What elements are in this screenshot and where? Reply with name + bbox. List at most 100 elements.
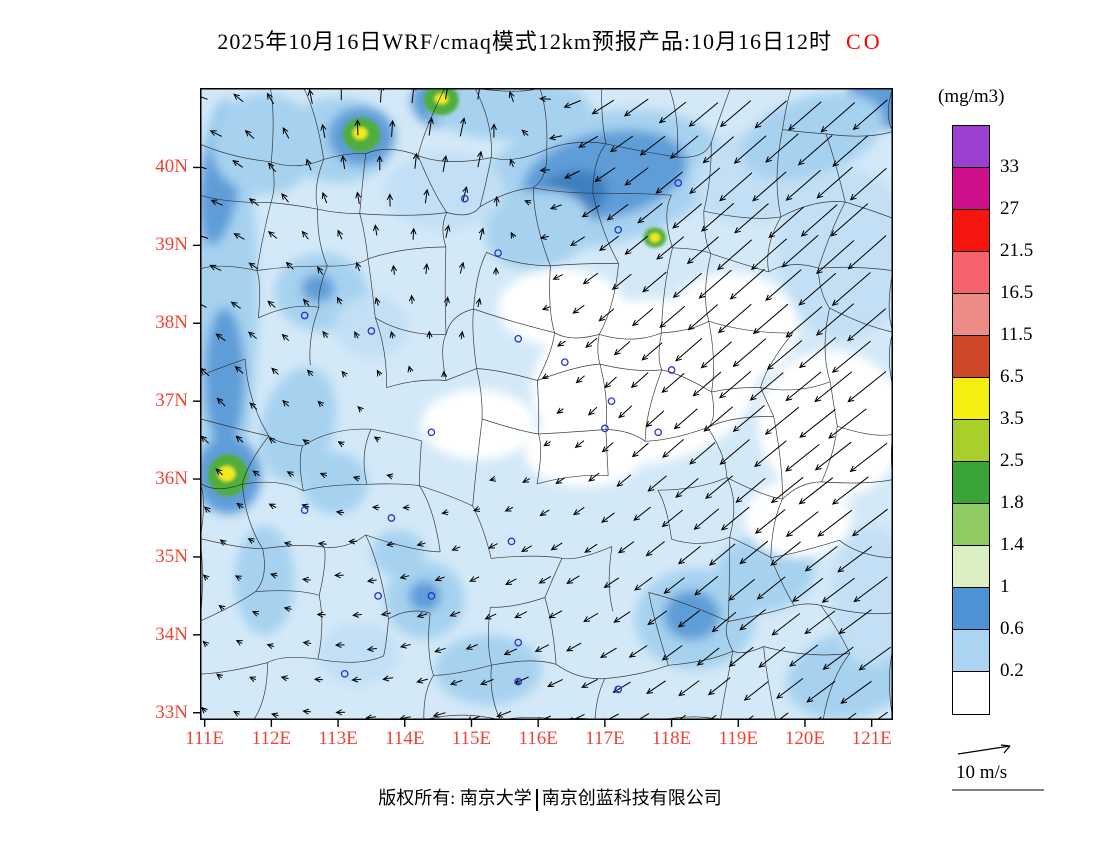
wind-arrow bbox=[849, 442, 888, 473]
wind-arrow bbox=[624, 235, 648, 255]
wind-arrow bbox=[337, 229, 344, 240]
wind-arrow bbox=[853, 576, 888, 603]
wind-arrow bbox=[503, 648, 518, 656]
wind-arrow bbox=[484, 613, 497, 620]
wind-arrow bbox=[321, 191, 328, 204]
wind-arrow bbox=[423, 188, 430, 204]
colorbar-segment bbox=[953, 630, 989, 672]
wind-arrow bbox=[444, 224, 451, 238]
wind-arrow bbox=[703, 406, 734, 432]
wind-arrow bbox=[302, 640, 312, 647]
wind-arrow bbox=[249, 402, 258, 410]
wind-arrow bbox=[233, 710, 241, 717]
station-markers bbox=[300, 179, 683, 694]
wind-arrow bbox=[477, 88, 481, 100]
wind-reference-legend: 10 m/s bbox=[948, 736, 1078, 806]
wind-arrow bbox=[480, 678, 494, 686]
wind-arrow bbox=[847, 235, 887, 270]
wind-arrow bbox=[816, 166, 853, 199]
wind-arrow bbox=[492, 266, 500, 275]
station-marker bbox=[367, 327, 376, 335]
colorbar-label: 0.6 bbox=[1000, 618, 1024, 639]
wind-arrow bbox=[642, 271, 667, 293]
wind-arrow bbox=[574, 440, 585, 449]
wind-arrow bbox=[754, 509, 786, 534]
colorbar-segment bbox=[953, 672, 989, 714]
wind-arrow bbox=[675, 478, 699, 498]
wind-arrow bbox=[266, 643, 275, 650]
wind-arrow bbox=[313, 676, 324, 683]
fill-region bbox=[234, 525, 295, 635]
wind-arrow bbox=[688, 102, 719, 127]
colorbar-segment bbox=[953, 294, 989, 336]
wind-arrow bbox=[469, 576, 480, 582]
wind-arrow bbox=[352, 475, 360, 482]
wind-arrow bbox=[514, 611, 528, 619]
wind-arrow bbox=[202, 574, 210, 581]
wind-arrow bbox=[267, 162, 277, 173]
wind-arrow bbox=[548, 134, 563, 141]
station-marker bbox=[300, 311, 309, 320]
copyright-company: 南京创蓝科技有限公司 bbox=[541, 788, 722, 808]
wind-arrow bbox=[386, 193, 394, 207]
colorbar-label: 1.4 bbox=[1000, 534, 1024, 555]
wind-arrow bbox=[200, 232, 209, 239]
wind-arrow bbox=[689, 167, 721, 194]
wind-arrow bbox=[386, 541, 396, 548]
wind-arrow bbox=[320, 123, 327, 138]
station-marker bbox=[674, 179, 683, 187]
wind-arrow bbox=[412, 152, 419, 169]
wind-arrow bbox=[550, 542, 563, 551]
y-axis-label: 37N bbox=[155, 390, 188, 412]
wind-arrow bbox=[692, 371, 722, 397]
wind-arrow bbox=[508, 91, 515, 103]
wind-arrow bbox=[828, 408, 867, 439]
y-axis-label: 34N bbox=[155, 623, 188, 645]
wind-arrow bbox=[847, 308, 887, 342]
wind-arrow bbox=[543, 440, 551, 447]
wind-arrow bbox=[798, 477, 834, 505]
wind-arrow bbox=[646, 680, 666, 695]
station-marker bbox=[667, 366, 676, 374]
wind-arrow bbox=[459, 117, 466, 137]
wind-arrow bbox=[739, 540, 769, 565]
wind-arrow bbox=[282, 399, 290, 407]
x-axis-label: 111E bbox=[185, 728, 224, 749]
wind-arrow bbox=[372, 224, 380, 236]
fill-region bbox=[371, 529, 425, 577]
station-marker bbox=[494, 249, 502, 257]
chart-title-species: CO bbox=[846, 29, 883, 54]
wind-arrow bbox=[488, 543, 498, 549]
wind-arrow bbox=[758, 646, 786, 668]
wind-arrow bbox=[851, 508, 888, 537]
wind-arrow bbox=[270, 712, 279, 719]
wind-reference-label: 10 m/s bbox=[956, 762, 1008, 783]
wind-arrow bbox=[778, 712, 789, 720]
wind-arrow bbox=[233, 93, 244, 103]
wind-arrow bbox=[458, 330, 465, 340]
fill-region bbox=[301, 451, 369, 515]
wind-arrow bbox=[521, 477, 531, 483]
wind-arrow bbox=[694, 575, 719, 596]
wind-arrow bbox=[215, 468, 223, 476]
wind-arrow bbox=[831, 476, 869, 505]
wind-arrow bbox=[832, 135, 869, 167]
wind-arrow bbox=[541, 304, 550, 311]
wind-arrow bbox=[541, 373, 549, 380]
wind-arrow bbox=[798, 272, 837, 306]
wind-arrow bbox=[585, 337, 598, 348]
wind-arrow bbox=[472, 506, 481, 512]
wind-arrow bbox=[700, 341, 732, 369]
wind-arrow bbox=[756, 576, 786, 600]
x-axis-label: 115E bbox=[451, 728, 492, 749]
wind-arrow bbox=[427, 117, 434, 136]
wind-arrow bbox=[764, 406, 800, 435]
copyright-line: 版权所有: 南京大学 南京创蓝科技有限公司 bbox=[0, 784, 1100, 811]
station-marker bbox=[601, 424, 609, 433]
station-marker bbox=[300, 506, 309, 515]
wind-arrow bbox=[623, 98, 649, 117]
wind-arrow bbox=[789, 644, 819, 667]
wind-arrow bbox=[269, 572, 278, 579]
wind-arrow bbox=[281, 333, 290, 342]
wind-arrow bbox=[569, 236, 585, 247]
